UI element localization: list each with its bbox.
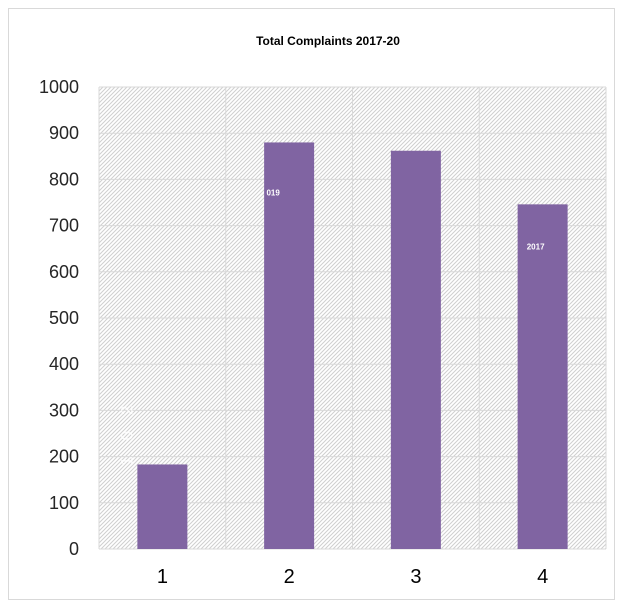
gridlines [98,86,607,550]
y-tick-label: 200 [49,447,79,467]
bars [137,142,568,550]
bar-4 [517,204,568,549]
stray-bar-glyph: 2 [117,406,136,415]
bar-3 [390,150,441,550]
y-tick-label: 0 [69,539,79,559]
stray-bar-glyph: 1 [117,456,136,465]
y-tick-label: 100 [49,493,79,513]
bar-1 [137,464,188,549]
y-axis-ticks: 0 100 200 300 400 500 600 700 800 900 1000 [39,77,79,559]
chart-frame: Total Complaints 2017-20 0 100 200 300 400 50… [8,8,615,600]
bar-labels: 019 2017 2 0 1 [117,188,545,465]
y-tick-label: 700 [49,216,79,236]
x-tick-label: 2 [284,566,295,588]
chart-title: Total Complaints 2017-20 [256,34,400,48]
y-tick-label: 300 [49,400,79,420]
bar-chart: Total Complaints 2017-20 0 100 200 300 400 50… [39,34,607,588]
x-tick-label: 4 [537,566,548,588]
x-axis-ticks: 1 2 3 4 [157,566,548,588]
y-tick-label: 900 [49,123,79,143]
y-tick-label: 400 [49,354,79,374]
bar-inner-label: 2017 [527,242,545,251]
bar-inner-label: 019 [266,188,280,197]
stray-bar-glyph: 0 [117,431,136,440]
y-tick-label: 800 [49,169,79,189]
y-tick-label: 1000 [39,77,79,97]
bar-2 [264,142,315,549]
x-tick-label: 1 [157,566,168,588]
x-tick-label: 3 [410,566,421,588]
y-tick-label: 500 [49,308,79,328]
y-tick-label: 600 [49,262,79,282]
